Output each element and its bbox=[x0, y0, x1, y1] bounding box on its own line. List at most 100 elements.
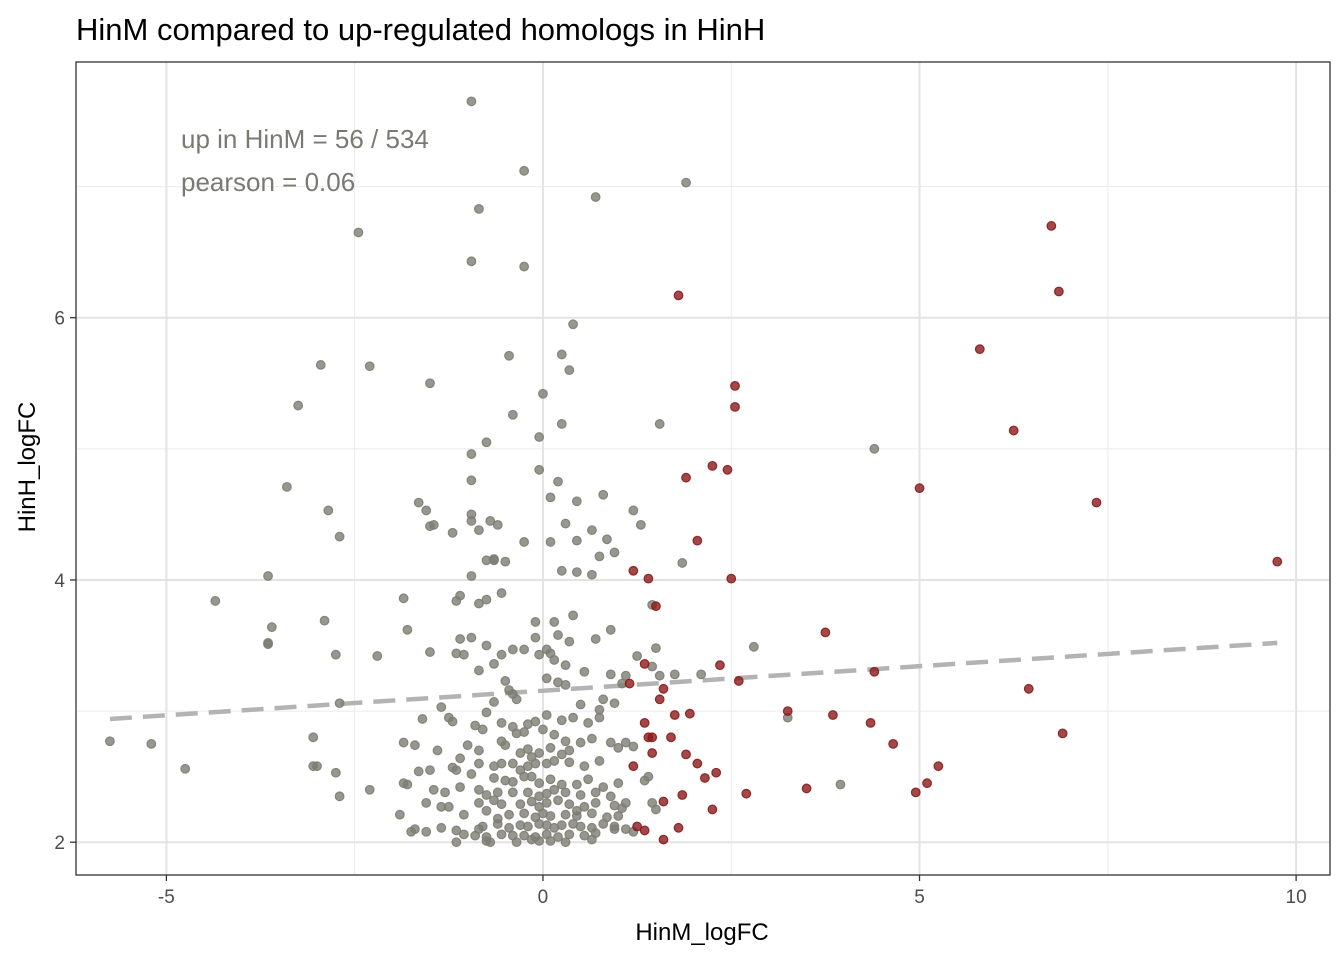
point-not-up bbox=[477, 821, 488, 832]
pearson-annotation: pearson = 0.06 bbox=[181, 167, 355, 197]
point-up-in-hinm bbox=[654, 694, 665, 705]
point-not-up bbox=[564, 829, 575, 840]
point-not-up bbox=[330, 649, 341, 660]
point-not-up bbox=[496, 829, 507, 840]
point-up-in-hinm bbox=[699, 773, 710, 783]
point-not-up bbox=[481, 640, 492, 651]
point-not-up bbox=[571, 567, 582, 577]
point-not-up bbox=[492, 519, 503, 530]
point-not-up bbox=[492, 818, 503, 829]
point-not-up bbox=[571, 811, 582, 821]
point-not-up bbox=[541, 710, 552, 720]
point-not-up bbox=[590, 192, 601, 202]
point-not-up bbox=[474, 598, 484, 609]
point-not-up bbox=[266, 622, 277, 633]
point-up-in-hinm bbox=[1023, 683, 1034, 694]
point-not-up bbox=[323, 505, 334, 516]
y-tick-label: 4 bbox=[54, 571, 65, 592]
point-not-up bbox=[436, 822, 447, 833]
point-not-up bbox=[451, 837, 462, 848]
point-not-up bbox=[519, 537, 530, 547]
point-not-up bbox=[515, 748, 526, 758]
point-not-up bbox=[560, 736, 571, 747]
point-not-up bbox=[579, 666, 590, 677]
point-not-up bbox=[556, 749, 567, 760]
point-up-in-hinm bbox=[707, 804, 718, 815]
point-up-in-hinm bbox=[711, 767, 722, 778]
point-not-up bbox=[458, 809, 469, 820]
point-not-up bbox=[594, 551, 605, 562]
point-not-up bbox=[515, 799, 526, 810]
point-not-up bbox=[549, 617, 560, 627]
point-not-up bbox=[104, 736, 115, 747]
point-up-in-hinm bbox=[677, 790, 688, 800]
point-not-up bbox=[489, 795, 499, 806]
point-up-in-hinm bbox=[658, 796, 669, 807]
point-not-up bbox=[553, 476, 563, 487]
point-not-up bbox=[455, 634, 466, 644]
point-up-in-hinm bbox=[933, 761, 944, 772]
grid-lines bbox=[76, 62, 1330, 875]
point-up-in-hinm bbox=[673, 822, 684, 833]
point-not-up bbox=[293, 400, 304, 411]
point-not-up bbox=[462, 740, 473, 751]
point-not-up bbox=[553, 832, 563, 842]
point-up-in-hinm bbox=[681, 749, 691, 760]
y-tick-label: 6 bbox=[54, 309, 65, 330]
point-not-up bbox=[466, 516, 477, 526]
point-up-in-hinm bbox=[647, 732, 658, 743]
point-not-up bbox=[312, 761, 322, 772]
point-not-up bbox=[545, 774, 556, 785]
point-not-up bbox=[534, 836, 545, 846]
point-not-up bbox=[511, 837, 522, 848]
point-not-up bbox=[526, 796, 537, 807]
point-not-up bbox=[447, 716, 458, 727]
point-not-up bbox=[643, 771, 654, 782]
point-up-in-hinm bbox=[722, 464, 733, 475]
point-not-up bbox=[466, 449, 477, 459]
point-not-up bbox=[522, 744, 533, 755]
point-not-up bbox=[609, 698, 620, 709]
point-not-up bbox=[425, 378, 435, 389]
point-not-up bbox=[620, 670, 631, 681]
point-not-up bbox=[474, 745, 484, 756]
point-not-up bbox=[507, 787, 518, 798]
point-not-up bbox=[605, 791, 616, 802]
point-not-up bbox=[605, 624, 616, 635]
point-not-up bbox=[406, 826, 417, 837]
point-not-up bbox=[587, 569, 597, 580]
point-not-up bbox=[428, 519, 439, 530]
point-not-up bbox=[560, 660, 571, 671]
point-not-up bbox=[504, 822, 514, 833]
point-not-up bbox=[451, 825, 462, 836]
point-not-up bbox=[605, 737, 616, 748]
point-not-up bbox=[530, 632, 541, 643]
point-up-in-hinm bbox=[741, 788, 752, 799]
point-up-in-hinm bbox=[922, 778, 932, 789]
point-not-up bbox=[568, 610, 578, 621]
point-not-up bbox=[534, 464, 545, 475]
point-not-up bbox=[507, 409, 518, 420]
point-not-up bbox=[421, 826, 432, 837]
point-not-up bbox=[402, 779, 413, 790]
point-not-up bbox=[869, 443, 880, 454]
point-not-up bbox=[489, 658, 499, 669]
point-not-up bbox=[504, 350, 514, 361]
point-up-in-hinm bbox=[782, 706, 793, 716]
point-not-up bbox=[545, 492, 556, 503]
point-not-up bbox=[410, 740, 420, 751]
point-not-up bbox=[496, 799, 507, 810]
point-up-in-hinm bbox=[1057, 728, 1068, 739]
point-not-up bbox=[522, 821, 533, 832]
point-not-up bbox=[481, 437, 492, 448]
point-up-in-hinm bbox=[914, 483, 925, 494]
up-count-annotation: up in HinM = 56 / 534 bbox=[181, 124, 429, 154]
point-not-up bbox=[372, 651, 383, 661]
point-not-up bbox=[594, 756, 605, 766]
point-up-in-hinm bbox=[1272, 556, 1283, 567]
point-not-up bbox=[353, 227, 364, 238]
point-not-up bbox=[210, 596, 221, 606]
point-up-in-hinm bbox=[1091, 497, 1102, 508]
point-not-up bbox=[334, 531, 345, 542]
point-not-up bbox=[594, 712, 605, 723]
